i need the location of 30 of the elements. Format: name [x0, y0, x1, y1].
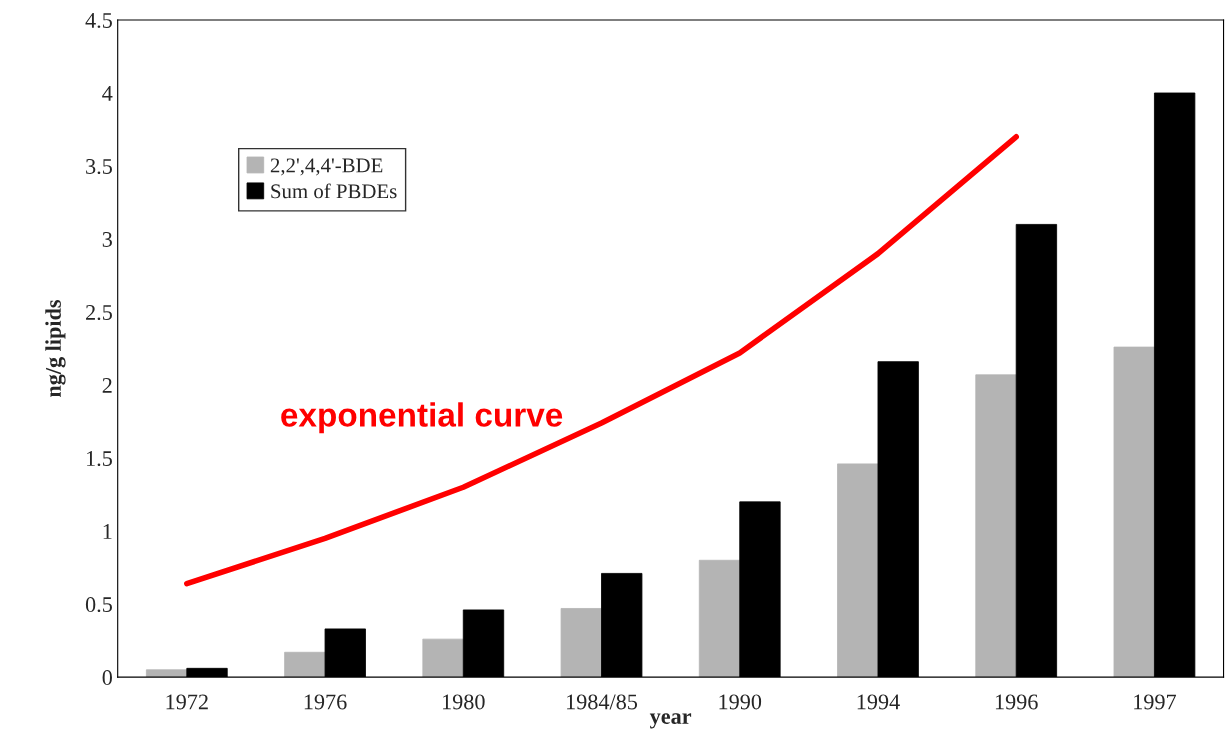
legend-label: Sum of PBDEs [271, 183, 397, 199]
x-tick-label: 1976 [304, 694, 347, 710]
x-tick-label: 1984/85 [567, 694, 638, 710]
x-tick-label: 1972 [166, 694, 208, 710]
y-tick-label: 4.5 [85, 13, 112, 29]
x-tick-label: 1990 [719, 694, 762, 710]
legend-label: 2,2',4,4'-BDE [270, 158, 383, 176]
series-label: exponential curve [281, 402, 563, 434]
y-tick-label: 0.5 [85, 597, 112, 613]
y-tick-label: 1 [103, 524, 112, 539]
bar [1113, 346, 1155, 678]
y-tick-label: 3.5 [86, 159, 112, 175]
bar [975, 374, 1017, 678]
y-tick-label: 2.5 [86, 305, 112, 321]
y-tick-label: 3 [102, 232, 112, 247]
x-tick-label: 1980 [443, 694, 485, 710]
bar [560, 608, 602, 678]
bar [284, 651, 326, 678]
x-tick-label: 1996 [995, 694, 1038, 710]
y-axis-title: ng/g lipids [45, 299, 66, 398]
y-tick-label: 1.5 [87, 451, 112, 467]
y-tick-label: 2 [102, 378, 112, 393]
bar [837, 463, 879, 678]
y-tick-label: 0 [102, 670, 112, 686]
x-tick-label: 1994 [857, 694, 900, 710]
x-axis-title: year [649, 713, 692, 729]
bar [698, 559, 741, 678]
y-tick-label: 4 [102, 86, 113, 101]
x-tick-label: 1997 [1134, 694, 1177, 710]
bar [422, 638, 464, 678]
